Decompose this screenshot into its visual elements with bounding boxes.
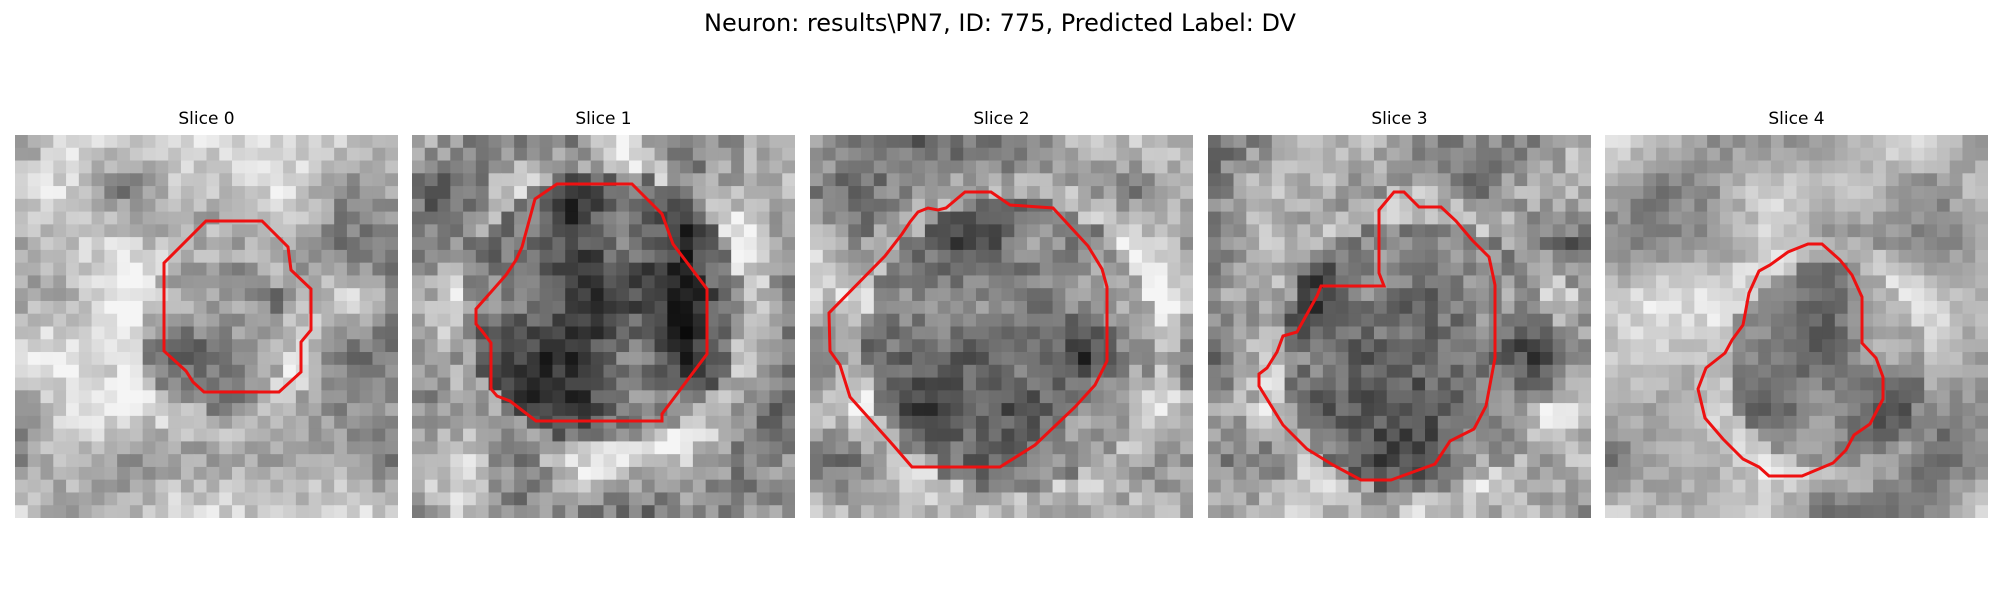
grayscale-pixel-grid	[412, 135, 795, 518]
slice-title: Slice 2	[973, 109, 1030, 129]
slice-image	[15, 135, 398, 518]
slice-title: Slice 0	[178, 109, 235, 129]
grayscale-pixel-grid	[1208, 135, 1591, 518]
slice-image	[1605, 135, 1988, 518]
segmentation-contour	[1696, 242, 1885, 478]
slice-title: Slice 4	[1768, 109, 1825, 129]
segmentation-contour	[162, 219, 313, 394]
slice-image	[412, 135, 795, 518]
grayscale-pixel-grid	[1605, 135, 1988, 518]
slice-panel: Slice 0	[15, 108, 398, 518]
slice-title: Slice 1	[575, 109, 632, 129]
segmentation-contour	[827, 190, 1109, 469]
slice-panel: Slice 4	[1605, 108, 1988, 518]
slice-panel: Slice 1	[412, 108, 795, 518]
grayscale-pixel-grid	[15, 135, 398, 518]
grayscale-pixel-grid	[810, 135, 1193, 518]
slice-title: Slice 3	[1371, 109, 1428, 129]
segmentation-contour	[474, 182, 709, 423]
slice-image	[810, 135, 1193, 518]
figure-title: Neuron: results\PN7, ID: 775, Predicted …	[704, 9, 1296, 37]
slice-image	[1208, 135, 1591, 518]
segmentation-contour	[1257, 190, 1497, 482]
slice-panel: Slice 2	[810, 108, 1193, 518]
slice-panel: Slice 3	[1208, 108, 1591, 518]
